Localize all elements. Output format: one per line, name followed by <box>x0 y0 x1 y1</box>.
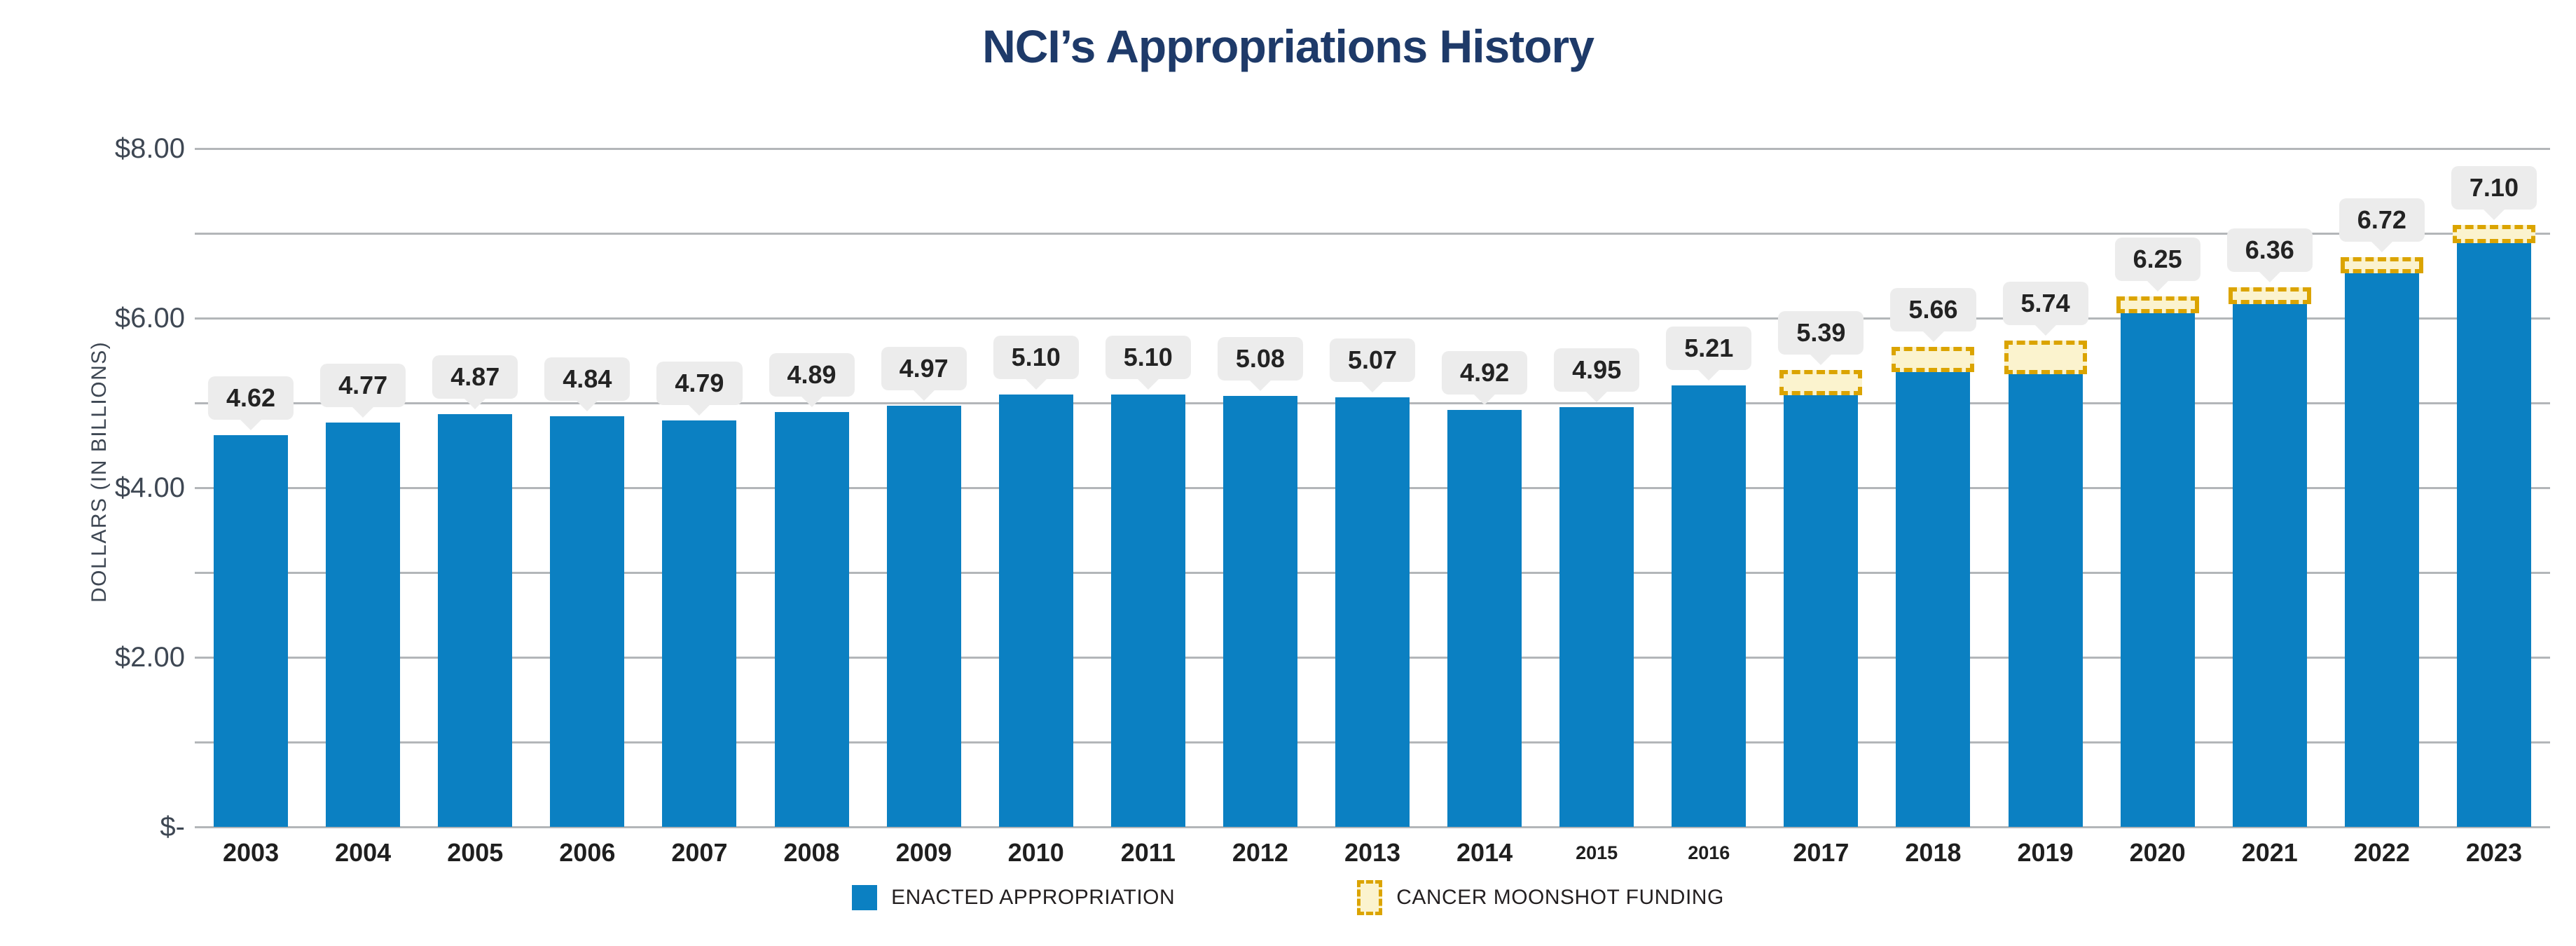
bar-2004 <box>326 423 401 827</box>
value-callout-2007: 4.79 <box>656 362 743 405</box>
bar-2015 <box>1559 407 1634 827</box>
x-label-2007: 2007 <box>671 838 728 867</box>
value-callout-2020: 6.25 <box>2114 238 2200 281</box>
y-axis-ticks: $8.00 $6.00 $4.00 $2.00 $- <box>0 133 185 842</box>
chart-title: NCI’s Appropriations History <box>982 20 1594 72</box>
moonshot-box-2021 <box>2228 287 2311 304</box>
x-label-2021: 2021 <box>2241 838 2298 867</box>
moonshot-box-2018 <box>1892 347 1975 372</box>
value-callout-2006: 4.84 <box>544 357 631 401</box>
value-callout-2014: 4.92 <box>1442 351 1528 395</box>
x-label-2011: 2011 <box>1120 838 1176 867</box>
bar-2016 <box>1672 385 1747 827</box>
moonshot-box-2019 <box>2004 341 2087 374</box>
y-tick-label: $2.00 <box>114 642 185 673</box>
bar-2019 <box>2008 374 2083 827</box>
value-callout-2010: 5.10 <box>993 336 1079 379</box>
value-callout-2018: 5.66 <box>1890 288 1976 331</box>
x-label-2004: 2004 <box>335 838 392 867</box>
x-label-2018: 2018 <box>1905 838 1962 867</box>
value-callout-2012: 5.08 <box>1217 337 1303 381</box>
moonshot-box-2022 <box>2340 257 2423 273</box>
y-tick-label: $- <box>160 811 185 842</box>
y-tick-label: $8.00 <box>114 133 185 164</box>
bar-2009 <box>886 406 961 827</box>
y-tick-label: $6.00 <box>114 303 185 334</box>
bar-2005 <box>438 414 513 827</box>
x-label-2012: 2012 <box>1232 838 1288 867</box>
value-callout-2003: 4.62 <box>208 376 294 420</box>
x-label-2020: 2020 <box>2129 838 2186 867</box>
bar-2022 <box>2344 273 2419 827</box>
bar-2017 <box>1784 395 1859 827</box>
moonshot-swatch-icon <box>1357 880 1383 915</box>
legend: ENACTED APPROPRIATION CANCER MOONSHOT FU… <box>0 880 2576 915</box>
plot-area: 4.62 4.77 4.87 4.84 4.79 4.89 4.97 5.10 5.10 5.08… <box>195 147 2550 828</box>
x-label-2016: 2016 <box>1688 842 1730 863</box>
moonshot-box-2023 <box>2452 225 2535 243</box>
bar-2020 <box>2120 313 2195 827</box>
value-callout-2008: 4.89 <box>769 353 855 397</box>
x-label-2015: 2015 <box>1576 842 1618 863</box>
x-axis-labels: 2003 2004 2005 2006 2007 2008 2009 2010 2011 2012… <box>195 838 2550 868</box>
value-callout-2009: 4.97 <box>881 347 967 390</box>
x-label-2017: 2017 <box>1793 838 1850 867</box>
gridline <box>195 317 2550 320</box>
value-callout-2019: 5.74 <box>2002 282 2088 325</box>
value-callout-2023: 7.10 <box>2451 166 2537 210</box>
value-callout-2015: 4.95 <box>1554 348 1640 392</box>
x-label-2019: 2019 <box>2017 838 2074 867</box>
gridline <box>195 147 2550 150</box>
x-label-2014: 2014 <box>1456 838 1513 867</box>
bar-2014 <box>1447 410 1522 827</box>
gridline <box>195 232 2550 235</box>
bar-2008 <box>774 412 849 827</box>
value-callout-2021: 6.36 <box>2226 228 2313 272</box>
value-callout-2013: 5.07 <box>1329 338 1416 382</box>
x-label-2013: 2013 <box>1344 838 1401 867</box>
value-callout-2004: 4.77 <box>320 364 406 407</box>
x-label-2005: 2005 <box>447 838 504 867</box>
x-label-2003: 2003 <box>223 838 280 867</box>
bar-2023 <box>2456 243 2531 827</box>
bar-2006 <box>550 416 625 827</box>
y-tick-label: $4.00 <box>114 472 185 503</box>
legend-item-enacted: ENACTED APPROPRIATION <box>852 885 1175 910</box>
bar-2018 <box>1896 372 1971 827</box>
moonshot-box-2017 <box>1779 370 1863 395</box>
value-callout-2011: 5.10 <box>1105 336 1191 379</box>
bar-2021 <box>2232 304 2307 827</box>
moonshot-box-2020 <box>2116 296 2199 313</box>
enacted-swatch-icon <box>852 885 878 910</box>
x-label-2022: 2022 <box>2353 838 2410 867</box>
bar-2010 <box>998 395 1073 827</box>
x-label-2009: 2009 <box>895 838 952 867</box>
bar-2007 <box>662 420 737 827</box>
value-callout-2016: 5.21 <box>1666 327 1752 370</box>
value-callout-2022: 6.72 <box>2339 198 2425 242</box>
bar-2013 <box>1335 397 1410 827</box>
legend-label-enacted: ENACTED APPROPRIATION <box>891 886 1176 909</box>
value-callout-2005: 4.87 <box>432 355 518 399</box>
bar-2011 <box>1110 395 1185 827</box>
legend-item-moonshot: CANCER MOONSHOT FUNDING <box>1357 880 1724 915</box>
bar-2012 <box>1222 396 1297 827</box>
legend-label-moonshot: CANCER MOONSHOT FUNDING <box>1396 886 1724 909</box>
gridline <box>195 825 2550 828</box>
x-label-2006: 2006 <box>559 838 616 867</box>
bar-2003 <box>214 435 289 827</box>
x-label-2010: 2010 <box>1007 838 1064 867</box>
x-label-2008: 2008 <box>783 838 840 867</box>
x-label-2023: 2023 <box>2465 838 2522 867</box>
value-callout-2017: 5.39 <box>1778 311 1864 355</box>
